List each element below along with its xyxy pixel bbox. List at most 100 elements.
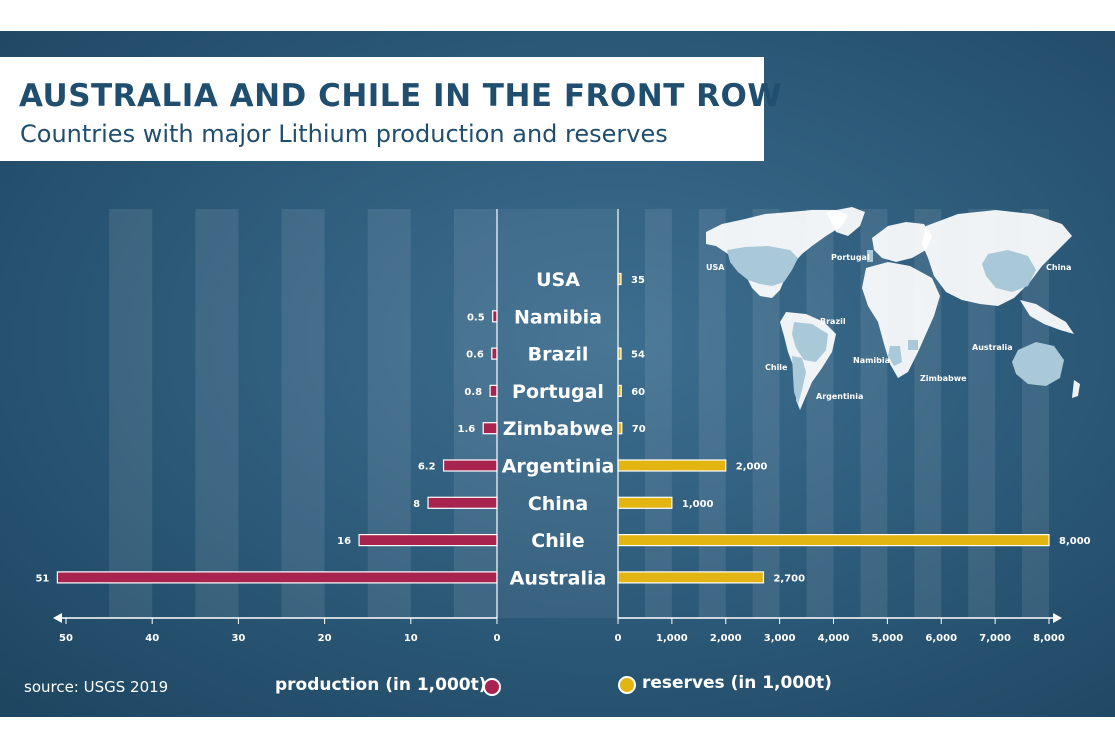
reserves-value-label: 2,000 — [736, 462, 768, 473]
production-bar — [491, 347, 498, 360]
reserves-tick-label: 1,000 — [656, 633, 688, 644]
map-new-zealand — [1072, 380, 1080, 398]
map-label: Namibia — [853, 356, 890, 365]
grid-stripe — [195, 209, 239, 618]
production-bar — [489, 384, 498, 397]
title-box — [0, 57, 764, 161]
reserves-value-label: 2,700 — [773, 573, 805, 584]
production-bar — [358, 533, 498, 547]
map-label: Portugal — [831, 253, 870, 262]
map-label: Zimbabwe — [920, 374, 967, 383]
map-label: Chile — [765, 363, 788, 372]
map-label: China — [1046, 263, 1071, 272]
grid-stripes-reserves — [644, 209, 1049, 618]
country-labels: USA Namibia Brazil Portugal Zimbabwe Argentin… — [502, 269, 615, 589]
production-value-label: 51 — [35, 573, 49, 584]
production-bar — [442, 459, 498, 472]
chart-subtitle: Countries with major Lithium production … — [20, 120, 668, 148]
reserves-tick-label: 3,000 — [764, 633, 796, 644]
reserves-bars: 35 54 60 70 2,000 1,000 8,000 2,700 — [617, 272, 1091, 584]
production-bar — [56, 571, 498, 584]
production-bar — [427, 496, 498, 509]
source-note: source: USGS 2019 — [24, 678, 169, 696]
map-label: Brazil — [820, 317, 846, 326]
country-label: Portugal — [512, 381, 604, 403]
production-tick-label: 30 — [231, 633, 245, 644]
production-value-label: 1.6 — [457, 424, 475, 435]
reserves-tick-label: 6,000 — [925, 633, 957, 644]
world-map: USA Portugal China Brazil Australia Namibia Ch… — [706, 207, 1080, 410]
reserves-tick-label: 0 — [615, 633, 622, 644]
production-tick-label: 40 — [145, 633, 159, 644]
reserves-bar — [617, 571, 765, 584]
grid-stripe — [644, 209, 672, 618]
country-label: Brazil — [528, 344, 589, 366]
reserves-value-label: 35 — [631, 275, 645, 286]
legend-reserves-swatch — [618, 676, 636, 694]
map-china — [982, 250, 1036, 292]
reserves-tick-label: 5,000 — [872, 633, 904, 644]
reserves-bar — [617, 533, 1050, 547]
production-value-label: 0.6 — [466, 350, 484, 361]
map-label: Australia — [972, 343, 1013, 352]
country-label: China — [528, 493, 588, 515]
production-bar — [492, 310, 498, 323]
legend-production-swatch — [483, 678, 501, 696]
legend-reserves-label: reserves (in 1,000t) — [642, 673, 832, 693]
country-label: Australia — [510, 567, 607, 589]
production-tick-label: 10 — [404, 633, 418, 644]
country-label: Argentinia — [502, 456, 615, 478]
reserves-bar — [617, 459, 727, 472]
reserves-value-label: 54 — [631, 350, 645, 361]
grid-stripe — [453, 209, 497, 618]
production-axis-arrow — [53, 613, 62, 623]
reserves-tick-label: 7,000 — [979, 633, 1011, 644]
reserves-tick-label: 4,000 — [818, 633, 850, 644]
reserves-axis-arrow — [1053, 613, 1062, 623]
production-bars: 0.5 0.6 0.8 1.6 6.2 8 16 51 — [35, 310, 498, 584]
production-tick-label: 20 — [318, 633, 332, 644]
map-zimbabwe — [908, 340, 918, 350]
production-tick-label: 0 — [494, 633, 501, 644]
country-label: Namibia — [514, 306, 602, 328]
production-tick-label: 50 — [59, 633, 73, 644]
legend-production-label: production (in 1,000t) — [275, 675, 487, 695]
reserves-value-label: 8,000 — [1059, 536, 1091, 547]
map-label: Argentinia — [816, 392, 863, 401]
map-label: USA — [706, 263, 725, 272]
production-bar — [482, 422, 498, 435]
reserves-tick-label: 8,000 — [1033, 633, 1065, 644]
grid-stripe — [281, 209, 325, 618]
map-chile-argentina — [792, 356, 806, 404]
grid-stripe — [698, 209, 726, 618]
map-usa — [727, 246, 798, 286]
map-europe — [872, 222, 932, 262]
map-namibia — [888, 346, 902, 366]
reserves-value-label: 60 — [631, 387, 645, 398]
country-label: Chile — [531, 530, 584, 552]
grid-stripes-production — [109, 209, 497, 618]
country-label: Zimbabwe — [503, 418, 614, 440]
map-africa — [862, 262, 940, 378]
map-southeast-asia — [1020, 300, 1074, 334]
reserves-value-label: 70 — [632, 424, 646, 435]
axes: 50 40 30 20 10 0 0 1,000 2,000 3,000 4,000 5,000 6,0… — [53, 209, 1065, 644]
grid-stripe — [109, 209, 153, 618]
country-label: USA — [536, 269, 580, 291]
map-portugal — [867, 250, 873, 262]
production-value-label: 0.5 — [467, 312, 485, 323]
reserves-bar — [617, 496, 673, 509]
production-value-label: 0.8 — [464, 387, 482, 398]
production-value-label: 16 — [337, 536, 351, 547]
map-brazil — [792, 322, 828, 362]
production-value-label: 6.2 — [418, 462, 436, 473]
reserves-value-label: 1,000 — [682, 499, 714, 510]
production-value-label: 8 — [413, 499, 420, 510]
map-australia — [1012, 342, 1064, 386]
grid-stripe — [367, 209, 411, 618]
map-greenland — [826, 207, 865, 236]
grid-stripe — [806, 209, 834, 618]
chart-title: AUSTRALIA AND CHILE IN THE FRONT ROW — [19, 78, 783, 114]
reserves-tick-label: 2,000 — [710, 633, 742, 644]
